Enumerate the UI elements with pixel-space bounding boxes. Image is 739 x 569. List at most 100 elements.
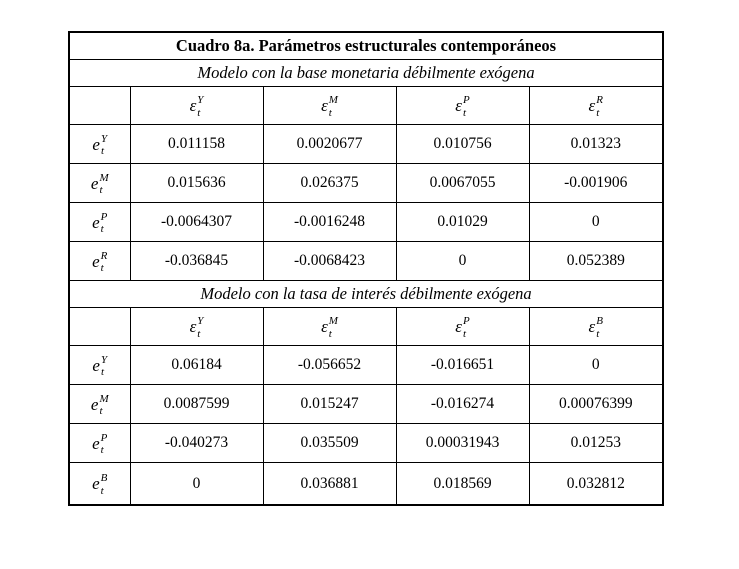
symbol-base: e (92, 212, 100, 232)
symbol-sup: R (100, 249, 108, 262)
symbol-sup: Y (100, 132, 108, 145)
value-cell: 0.06184 (129, 345, 264, 385)
section2-subtitle-row: Modelo con la tasa de interés débilmente… (68, 280, 664, 308)
section1-subtitle: Modelo con la base monetaria débilmente … (68, 59, 664, 87)
symbol-sup: P (462, 315, 470, 328)
symbol-sub: t (99, 184, 103, 196)
value-cell: 0.0020677 (262, 124, 397, 164)
value-cell: -0.0068423 (262, 241, 397, 281)
value-cell: -0.0064307 (129, 202, 264, 242)
symbol-sup: B (100, 472, 108, 485)
symbol-sup: Y (197, 315, 204, 328)
symbol-sup: B (596, 315, 603, 328)
value-cell: 0.015247 (262, 384, 397, 424)
symbol-base: ε (189, 96, 197, 115)
symbol-sub: t (596, 327, 600, 340)
section2-subtitle: Modelo con la tasa de interés débilmente… (68, 280, 664, 308)
symbol-sub: t (100, 484, 104, 497)
value-cell: 0.011158 (129, 124, 264, 164)
value-cell: -0.036845 (129, 241, 264, 281)
symbol-base: ε (455, 96, 462, 115)
symbol-sub: t (197, 327, 201, 340)
value-cell: 0.01323 (528, 124, 664, 164)
symbol-sub: t (100, 444, 104, 456)
value-cell: 0 (528, 345, 664, 385)
symbol-sub: t (462, 106, 467, 119)
corner-cell (68, 86, 131, 125)
value-cell: -0.056652 (262, 345, 397, 385)
value-cell: -0.040273 (129, 423, 264, 463)
value-cell: 0.00076399 (528, 384, 664, 424)
symbol-sub: t (462, 327, 467, 340)
symbol-base: ε (455, 317, 462, 336)
symbol-sub: t (100, 223, 104, 235)
symbol-base: ε (588, 317, 596, 336)
symbol-sup: M (99, 171, 109, 184)
section1-subtitle-row: Modelo con la base monetaria débilmente … (68, 59, 664, 87)
symbol-sup: M (99, 392, 109, 405)
symbol-base: ε (189, 317, 197, 336)
structural-parameters-table: Cuadro 8a. Parámetros estructurales cont… (68, 31, 665, 506)
symbol-base: e (92, 251, 100, 271)
value-cell: 0.035509 (262, 423, 397, 463)
value-cell: -0.016651 (395, 345, 530, 385)
symbol-sub: t (100, 262, 104, 274)
title-row: Cuadro 8a. Parámetros estructurales cont… (68, 31, 664, 60)
value-cell: 0 (395, 241, 530, 281)
symbol-sup: Y (100, 353, 108, 366)
value-cell: 0.026375 (262, 163, 397, 203)
value-cell: 0.0087599 (129, 384, 264, 424)
value-cell: 0.015636 (129, 163, 264, 203)
symbol-base: e (92, 433, 100, 453)
symbol-sup: M (328, 94, 338, 107)
symbol-sup: Y (197, 94, 204, 107)
symbol-sup: M (328, 315, 338, 328)
value-cell: -0.001906 (528, 163, 664, 203)
symbol-sub: t (596, 106, 600, 119)
symbol-base: e (92, 134, 100, 154)
symbol-base: e (90, 173, 99, 193)
symbol-sub: t (197, 106, 201, 119)
symbol-sup: R (596, 94, 603, 107)
value-cell: 0.00031943 (395, 423, 530, 463)
symbol-base: ε (321, 317, 328, 336)
